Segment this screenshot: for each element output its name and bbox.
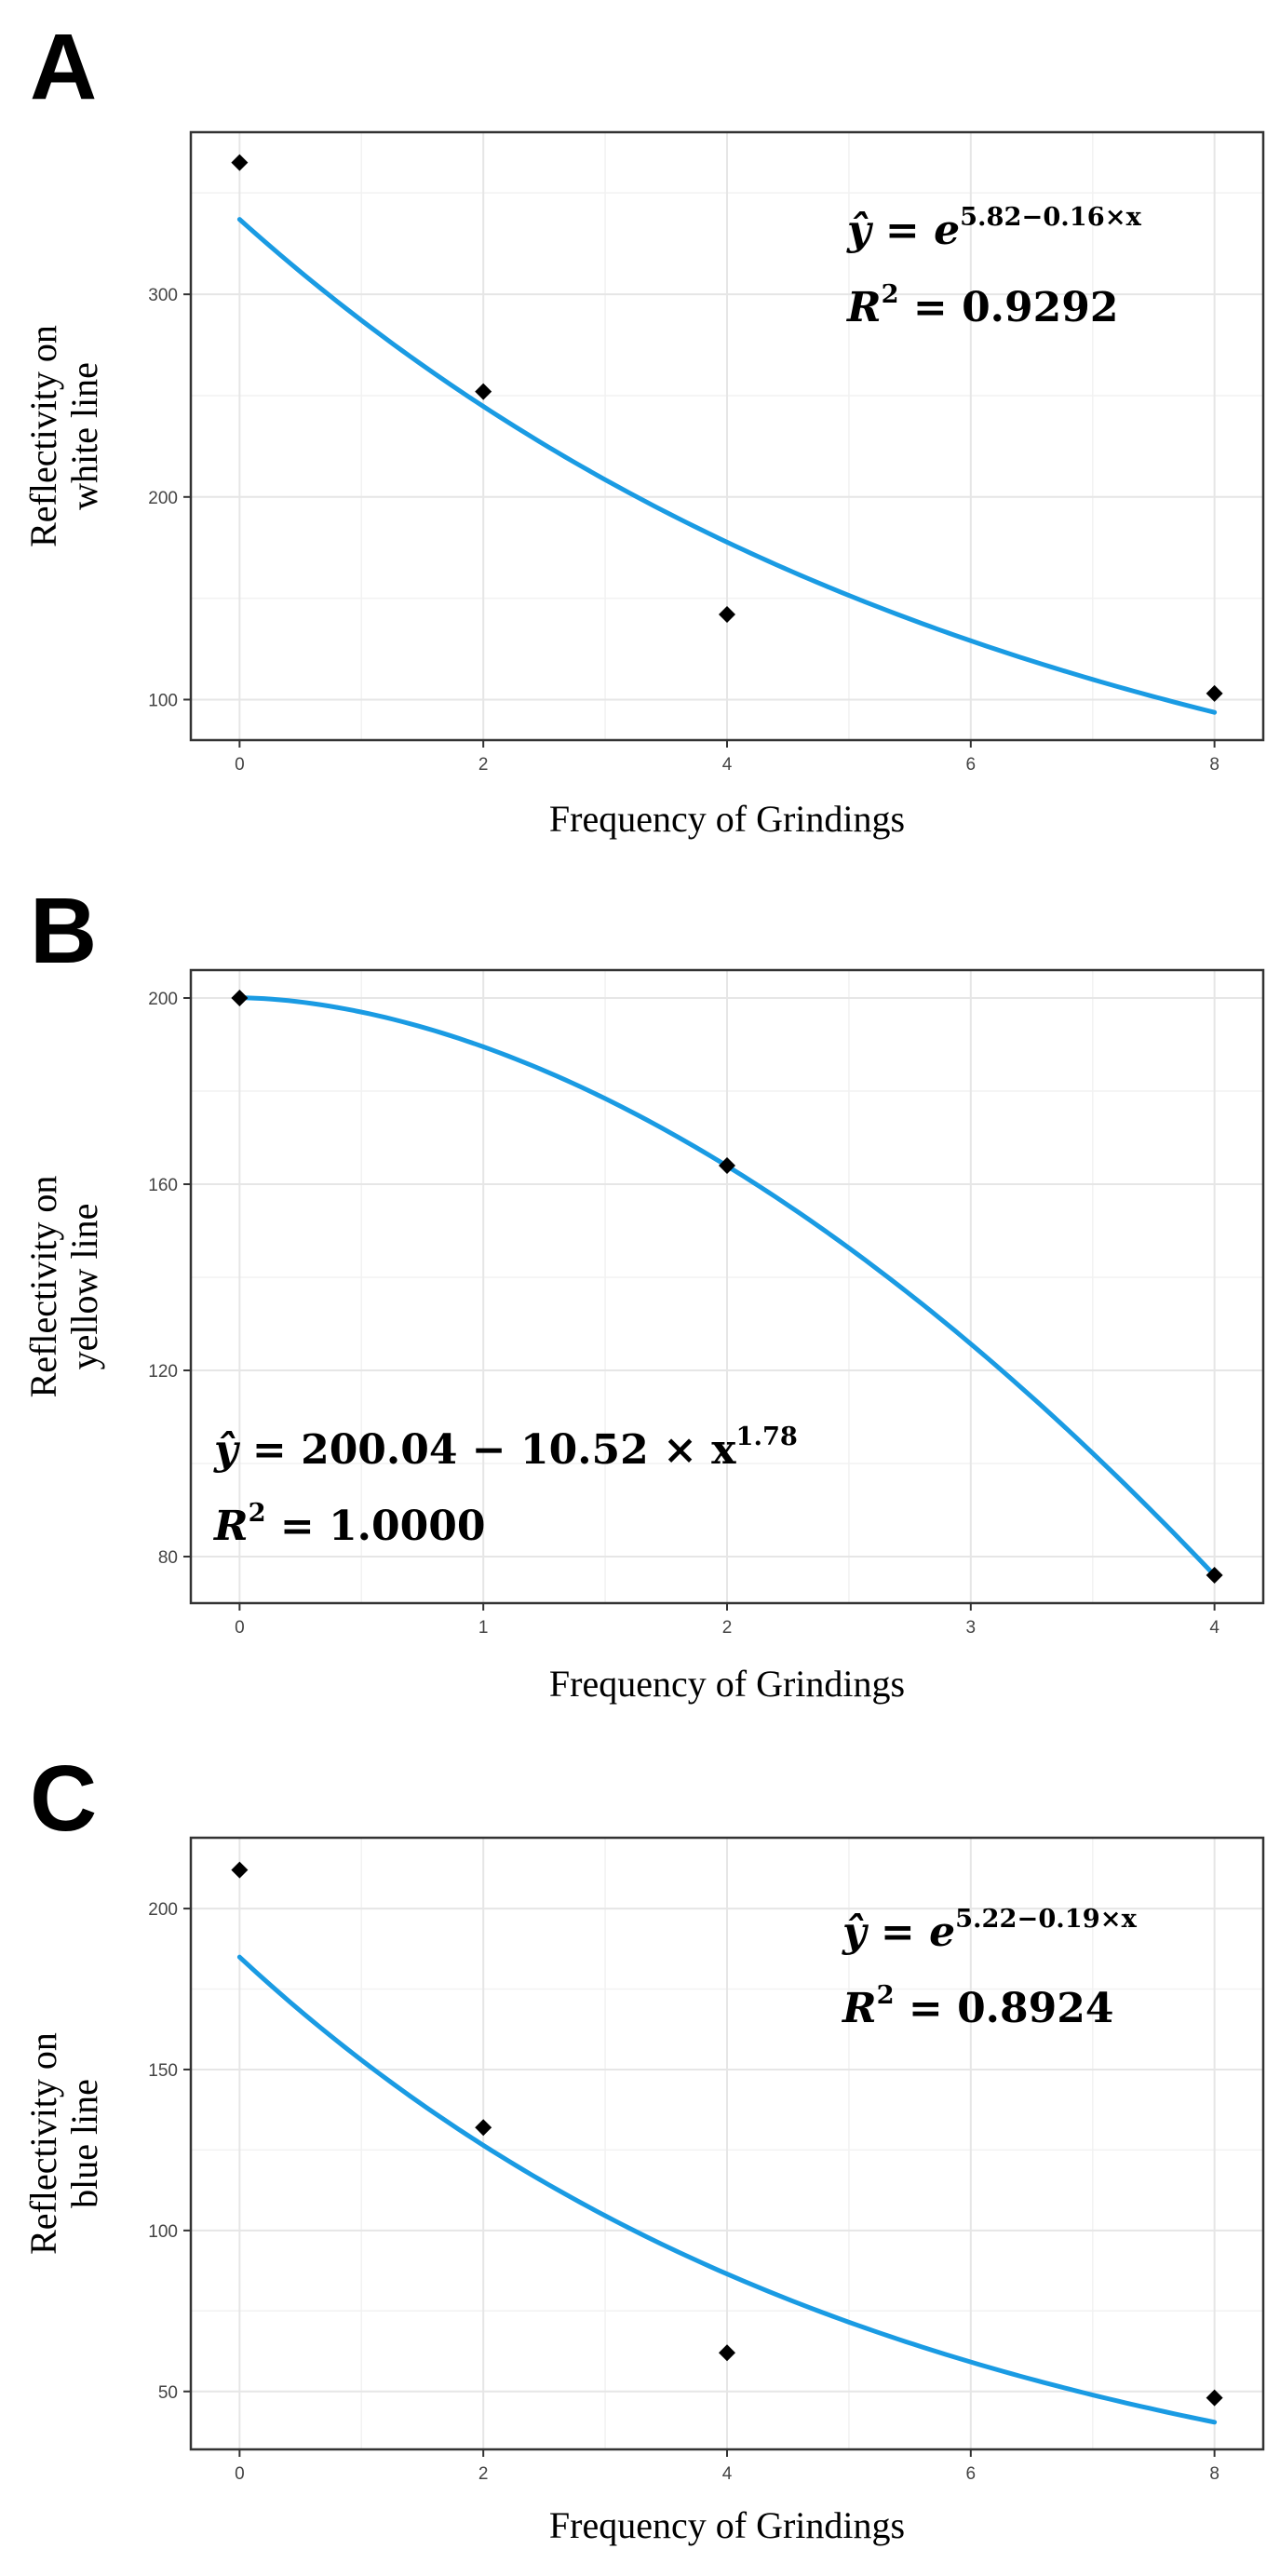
panel-label: C (30, 1747, 98, 1851)
data-point (1206, 2389, 1223, 2407)
y-tick-label: 120 (148, 1362, 178, 1382)
y-tick-label: 300 (148, 286, 178, 305)
data-point (1206, 684, 1223, 702)
equation-exponent: 1.78 (736, 1422, 798, 1451)
fit-equation: ŷ = e5.82−0.16×x (846, 202, 1142, 254)
x-tick-label: 6 (966, 2464, 977, 2484)
y-axis-title-line-2: blue line (63, 2079, 105, 2208)
equation-lhs: ŷ = (846, 207, 934, 254)
r-squared-sup: 2 (877, 1980, 895, 2010)
y-tick-label: 200 (148, 489, 178, 508)
r-squared: R2 = 0.9292 (845, 279, 1118, 331)
chart-a: 0 2 4 6 8 100 200 300 Frequency of Grindings Refl… (22, 130, 1265, 840)
fit-equation: ŷ = e5.22−0.19×x (842, 1904, 1138, 1956)
equation-base: e (934, 207, 960, 254)
data-point (719, 1157, 735, 1174)
equation-exponent: 5.82−0.16×x (960, 202, 1142, 232)
y-tick-label: 100 (148, 2222, 178, 2242)
y-axis-title-line-1: Reflectivity on (22, 2032, 64, 2255)
y-axis-title-line-1: Reflectivity on (22, 1176, 64, 1398)
x-axis-title: Frequency of Grindings (549, 798, 905, 840)
chart-b: 0 1 2 3 4 80 120 160 200 Frequency of Grindings Re… (22, 968, 1265, 1705)
equation-base: e (929, 1908, 955, 1956)
chart-c: 0 2 4 6 8 50 100 150 200 Frequency of Grindings Re… (22, 1836, 1265, 2546)
x-tick-label: 0 (235, 1618, 245, 1638)
fit-curve (236, 1954, 1218, 2425)
x-tick-label: 3 (966, 1618, 977, 1638)
x-tick-label: 4 (1209, 1618, 1219, 1638)
x-axis-title: Frequency of Grindings (549, 1663, 905, 1705)
equation-exponent: 5.22−0.19×x (955, 1904, 1138, 1934)
data-point (475, 383, 492, 400)
panel-c: C 0 2 4 6 8 50 100 150 200 Frequency of Grindings… (0, 1717, 1280, 2575)
y-tick-label: 80 (158, 1548, 178, 1568)
data-point (475, 2119, 492, 2137)
data-point (231, 1861, 249, 1879)
x-tick-label: 0 (235, 755, 245, 775)
y-axis-title-line-1: Reflectivity on (22, 325, 64, 547)
y-axis-title-line-2: yellow line (63, 1204, 105, 1370)
x-tick-label: 2 (478, 2464, 489, 2484)
r-squared-label: R (841, 1985, 877, 2032)
y-axis-title-line-2: white line (63, 362, 105, 510)
x-tick-label: 2 (478, 755, 489, 775)
fit-curve (236, 217, 1218, 715)
x-tick-label: 0 (235, 2464, 245, 2484)
y-tick-label: 150 (148, 2061, 178, 2081)
data-point (231, 990, 249, 1006)
data-point (719, 2344, 735, 2362)
r-squared-label: R (212, 1503, 249, 1550)
y-tick-label: 200 (148, 1900, 178, 1920)
panel-a: A 0 2 4 6 8 100 200 300 Frequency of Grindings Re… (0, 0, 1280, 858)
r-squared-sup: 2 (249, 1498, 266, 1528)
r-squared-value: = 0.8924 (895, 1985, 1114, 2032)
y-tick-label: 100 (148, 691, 178, 710)
x-axis-title: Frequency of Grindings (549, 2504, 905, 2546)
panel-label: A (30, 15, 98, 119)
x-tick-label: 4 (722, 2464, 733, 2484)
equation-body: 200.04 − 10.52 × x (301, 1426, 736, 1474)
x-tick-label: 2 (722, 1618, 733, 1638)
x-tick-label: 1 (478, 1618, 489, 1638)
data-point (1206, 1567, 1223, 1584)
r-squared-value: = 1.0000 (266, 1503, 486, 1550)
y-tick-label: 160 (148, 1176, 178, 1195)
equation-lhs: ŷ = (842, 1908, 929, 1956)
x-tick-label: 8 (1209, 755, 1219, 775)
r-squared-value: = 0.9292 (899, 284, 1119, 331)
data-point (231, 154, 249, 171)
r-squared: R2 = 1.0000 (212, 1498, 485, 1550)
y-tick-label: 200 (148, 990, 178, 1009)
fit-equation: ŷ = 200.04 − 10.52 × x1.78 (213, 1422, 798, 1474)
r-squared-label: R (845, 284, 882, 331)
equation-lhs: ŷ = (213, 1426, 301, 1474)
data-point (719, 606, 735, 624)
x-tick-label: 8 (1209, 2464, 1219, 2484)
panel-b: B 0 1 2 3 4 80 120 160 200 Frequency of Grindings… (0, 858, 1280, 1717)
panel-label: B (30, 879, 98, 983)
y-tick-label: 50 (158, 2383, 178, 2403)
r-squared-sup: 2 (882, 279, 899, 309)
x-tick-label: 6 (966, 755, 977, 775)
x-tick-label: 4 (722, 755, 733, 775)
r-squared: R2 = 0.8924 (841, 1980, 1113, 2032)
